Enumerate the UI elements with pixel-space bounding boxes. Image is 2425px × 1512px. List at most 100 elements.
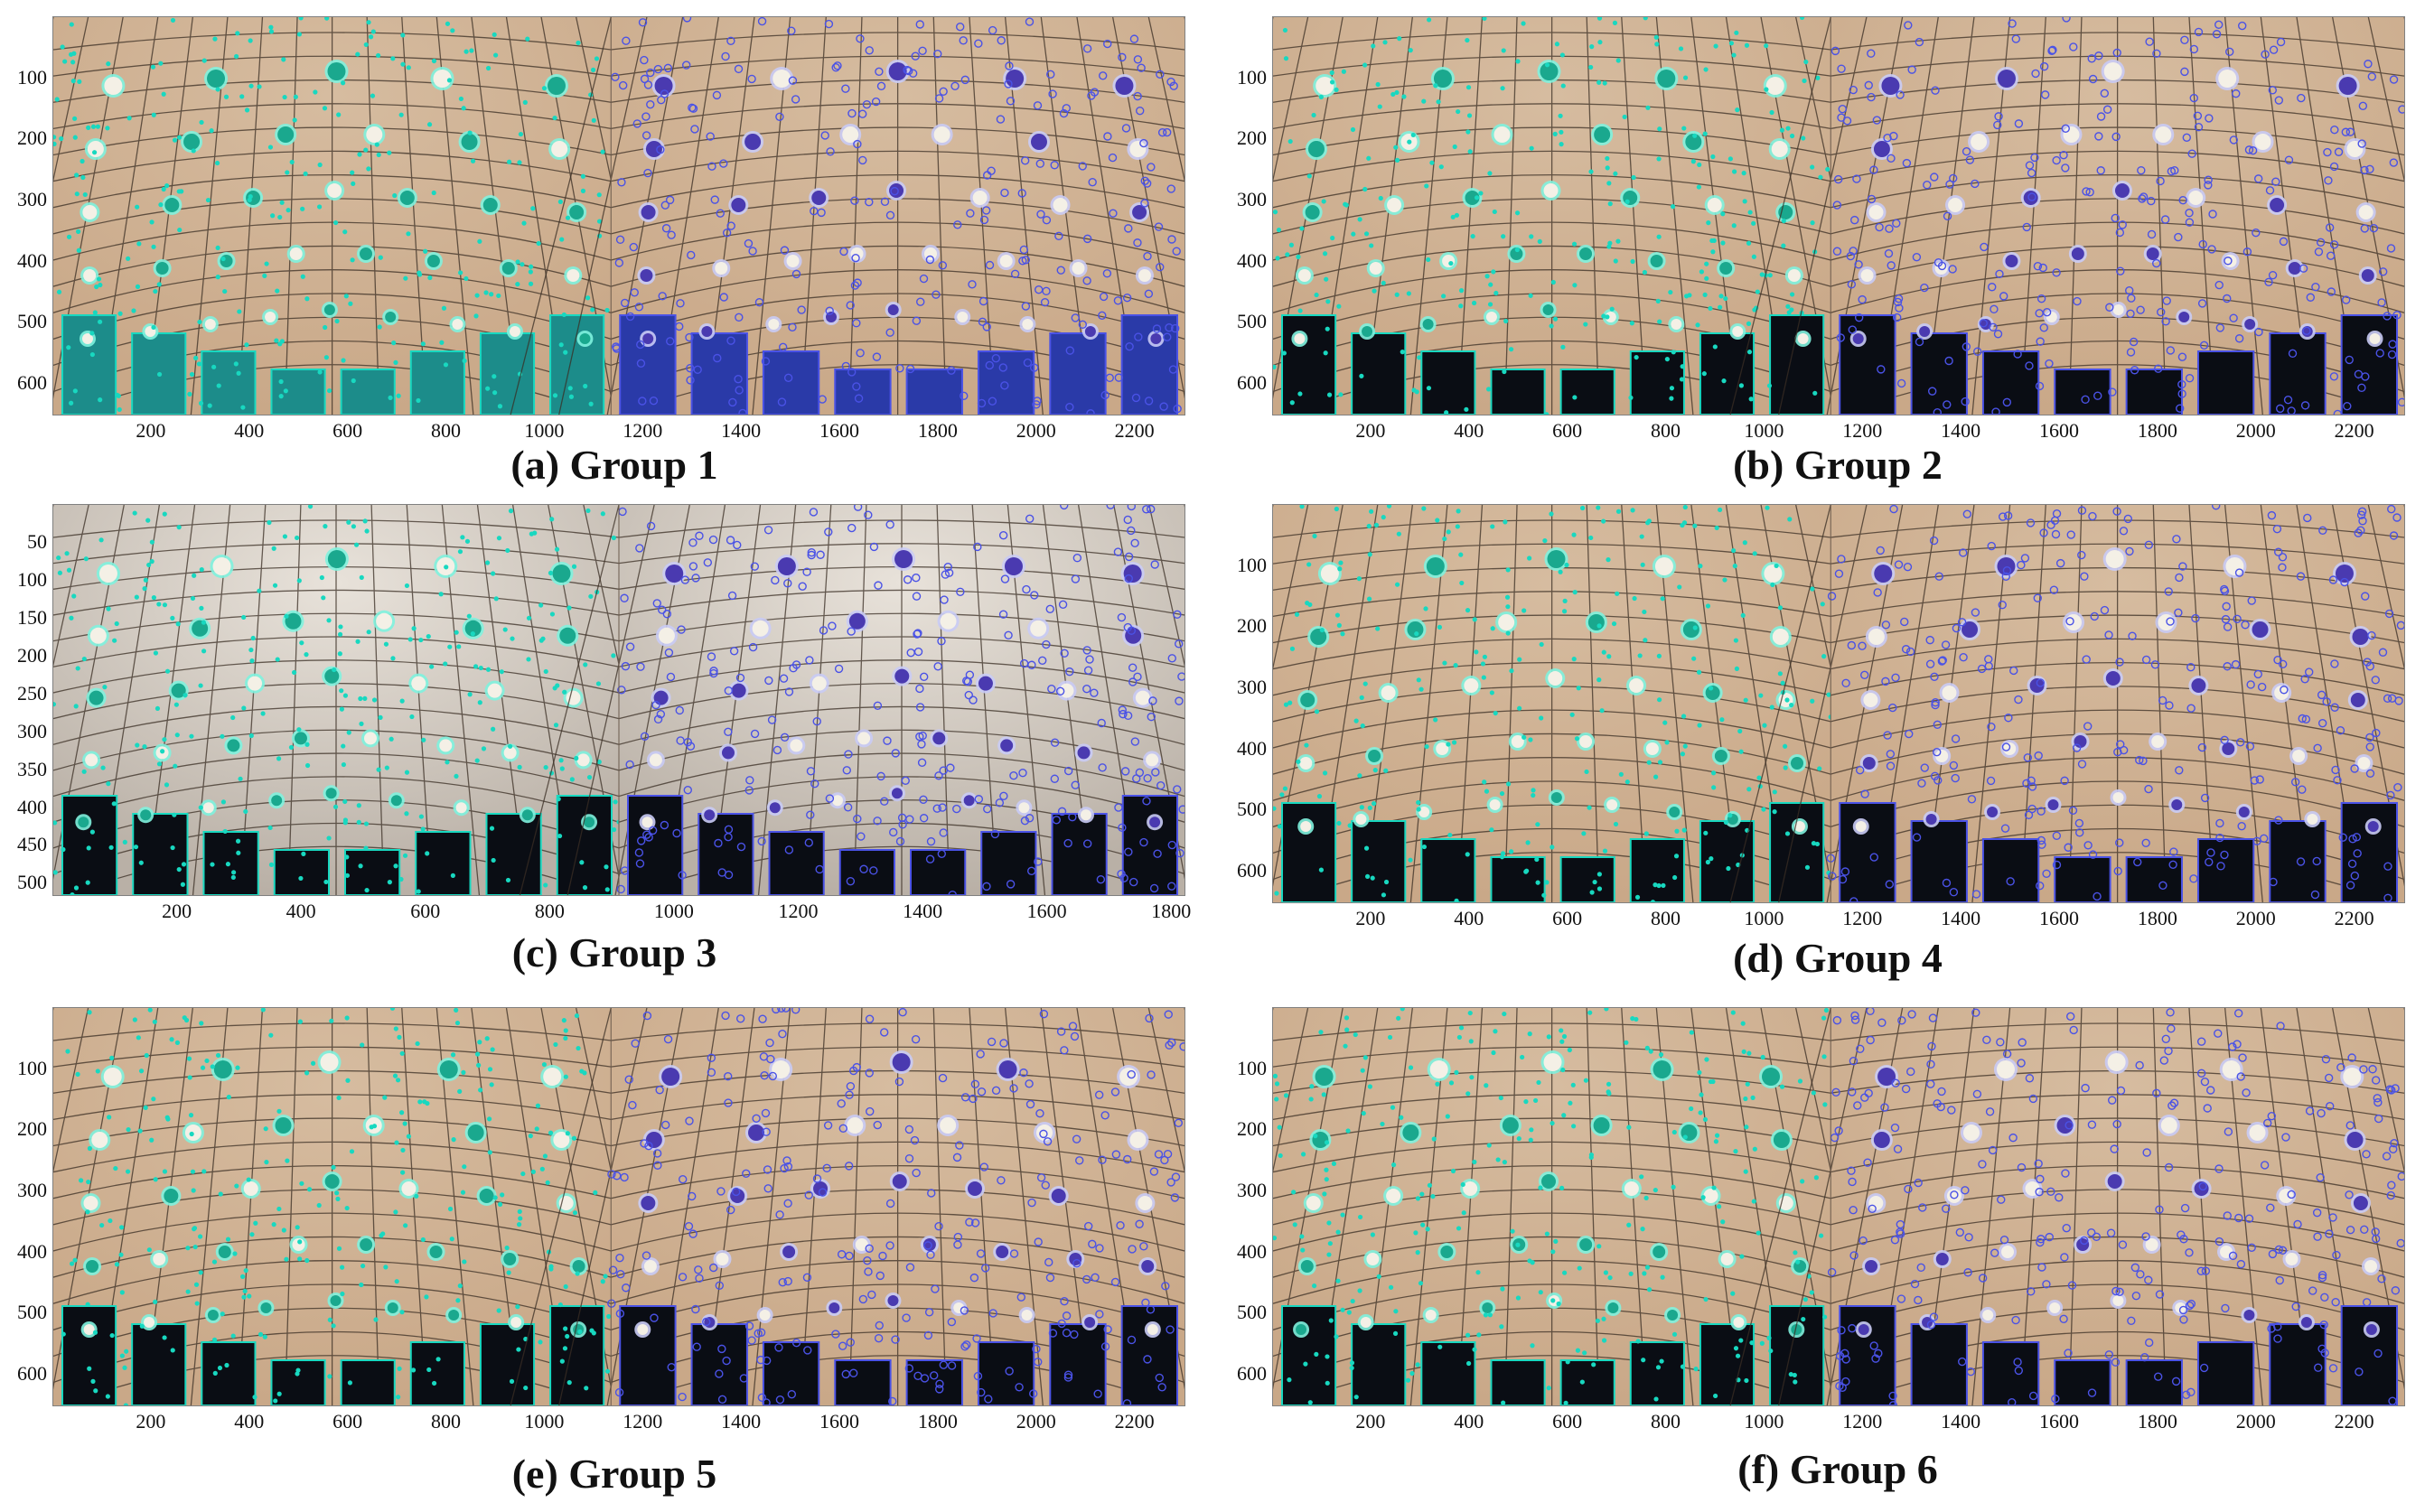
right-photo xyxy=(510,1008,1184,1405)
x-tick-label: 1800 xyxy=(2137,907,2177,929)
right-photo xyxy=(1729,17,2404,415)
y-tick-label: 500 xyxy=(1237,310,1267,333)
x-tick-label: 1800 xyxy=(2137,1410,2177,1433)
x-tick-label: 200 xyxy=(1355,907,1386,929)
y-tick-label: 600 xyxy=(1237,371,1267,395)
window-row xyxy=(61,795,613,895)
x-tick-label: 600 xyxy=(332,419,363,442)
right-photo xyxy=(1729,1008,2404,1405)
x-tick-label: 2200 xyxy=(1114,1410,1155,1433)
feature-markers-right xyxy=(607,1008,1184,1405)
x-tick-label: 1400 xyxy=(721,1410,762,1433)
feature-markers-right xyxy=(1830,17,2404,415)
left-photo xyxy=(1273,505,1929,902)
y-tick-label: 50 xyxy=(27,529,47,553)
x-tick-label: 1800 xyxy=(1151,900,1192,922)
x-tick-label: 600 xyxy=(410,900,441,922)
x-tick-label: 1400 xyxy=(1941,419,1981,442)
ceiling-lamps xyxy=(1293,1050,1810,1338)
x-tick-label: 1000 xyxy=(524,419,565,442)
ceiling-grid xyxy=(510,17,1184,415)
x-tick-label: 2200 xyxy=(2334,419,2374,442)
ceiling-lamps xyxy=(80,1050,588,1338)
ceiling-photo-pair xyxy=(53,1008,1184,1405)
ceiling-lamps xyxy=(634,1050,1161,1338)
x-tick-label: 800 xyxy=(534,900,565,922)
x-tick-label: 200 xyxy=(162,900,192,922)
right-photo xyxy=(519,505,1184,895)
y-tick-label: 300 xyxy=(17,719,47,742)
caption-group-2: (b) Group 2 xyxy=(1733,442,1943,488)
x-tick-label: 2000 xyxy=(1016,1410,1056,1433)
feature-markers-left xyxy=(61,1008,612,1405)
x-tick-label: 1200 xyxy=(1842,1410,1883,1433)
x-tick-label: 800 xyxy=(430,1410,461,1433)
x-tick-label: 600 xyxy=(1552,419,1583,442)
y-tick-label: 500 xyxy=(1237,798,1267,821)
y-tick-label: 100 xyxy=(1237,553,1267,576)
y-tick-label: 100 xyxy=(17,1056,47,1079)
y-tick-label: 400 xyxy=(17,248,47,272)
y-tick-label: 300 xyxy=(1237,188,1267,211)
feature-markers-right xyxy=(616,505,1184,895)
x-tick-label: 800 xyxy=(1650,1410,1681,1433)
feature-markers-left xyxy=(53,505,622,895)
x-tick-label: 1800 xyxy=(2137,419,2177,442)
x-tick-label: 1200 xyxy=(778,900,819,922)
x-tick-label: 1600 xyxy=(2038,419,2079,442)
x-tick-label: 1000 xyxy=(653,900,694,922)
y-tick-label: 500 xyxy=(17,871,47,894)
y-tick-label: 350 xyxy=(17,757,47,780)
y-tick-label: 300 xyxy=(1237,676,1267,699)
left-photo xyxy=(1273,1008,1929,1405)
caption-group-6: (f) Group 6 xyxy=(1737,1446,1938,1492)
window-row xyxy=(1839,314,2399,415)
x-tick-label: 400 xyxy=(234,1410,265,1433)
x-tick-label: 1200 xyxy=(623,419,663,442)
x-tick-label: 400 xyxy=(234,419,265,442)
y-tick-label: 200 xyxy=(17,1117,47,1141)
y-tick-label: 250 xyxy=(17,681,47,705)
ceiling-photo-pair xyxy=(1273,1008,2404,1405)
x-tick-label: 2000 xyxy=(2235,907,2276,929)
x-tick-label: 200 xyxy=(1355,419,1386,442)
x-tick-label: 400 xyxy=(286,900,316,922)
y-tick-label: 400 xyxy=(17,1239,47,1263)
ceiling-lamps xyxy=(639,547,1164,831)
window-row xyxy=(1281,314,1825,415)
x-tick-label: 1200 xyxy=(1842,419,1883,442)
x-tick-label: 1600 xyxy=(2038,1410,2079,1433)
x-tick-label: 200 xyxy=(1355,1410,1386,1433)
x-tick-label: 1800 xyxy=(917,1410,958,1433)
x-tick-label: 1400 xyxy=(1941,1410,1981,1433)
ceiling-photo-pair xyxy=(1273,505,2404,902)
x-tick-label: 400 xyxy=(1454,419,1484,442)
x-tick-label: 600 xyxy=(1552,907,1583,929)
x-tick-label: 1600 xyxy=(819,1410,859,1433)
window-row xyxy=(619,1305,1179,1405)
x-tick-label: 1000 xyxy=(1744,1410,1784,1433)
x-tick-label: 1600 xyxy=(1026,900,1067,922)
ceiling-photo-pair xyxy=(53,17,1184,415)
feature-markers-right xyxy=(1827,1008,2404,1405)
feature-markers-left xyxy=(1273,17,1830,415)
left-photo xyxy=(53,505,719,895)
y-tick-label: 600 xyxy=(1237,1362,1267,1386)
left-photo xyxy=(53,17,709,415)
feature-markers-right xyxy=(611,17,1182,415)
caption-group-5: (e) Group 5 xyxy=(511,1451,717,1497)
y-tick-label: 400 xyxy=(1237,1239,1267,1263)
y-tick-label: 600 xyxy=(17,371,47,395)
right-photo xyxy=(510,17,1184,415)
caption-group-3: (c) Group 3 xyxy=(511,929,717,975)
y-tick-label: 500 xyxy=(1237,1301,1267,1324)
ceiling-lamps xyxy=(1291,60,1812,347)
x-tick-label: 1400 xyxy=(721,419,762,442)
image-pair-group-3 xyxy=(52,504,1185,896)
x-tick-label: 200 xyxy=(136,1410,166,1433)
y-tick-label: 300 xyxy=(17,1179,47,1202)
feature-markers-left xyxy=(1273,1008,1830,1405)
y-tick-label: 500 xyxy=(17,310,47,333)
y-tick-label: 400 xyxy=(1237,248,1267,272)
image-pair-group-5 xyxy=(52,1007,1185,1406)
